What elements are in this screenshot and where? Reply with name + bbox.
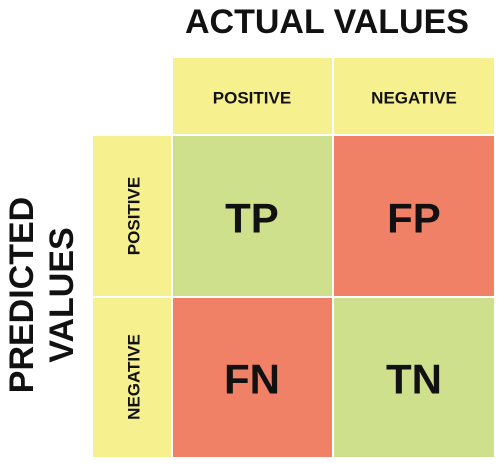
row-label: NEGATIVE [125,334,144,420]
title: ACTUAL VALUES [185,3,469,41]
column-header [332,56,496,136]
cell [171,296,334,459]
column-header [171,56,334,136]
row-header [91,134,173,298]
row-label: POSITIVE [125,177,144,255]
cell-label: FP [387,195,441,242]
column-label: NEGATIVE [371,89,457,108]
cell-label: FN [224,356,280,403]
column-label: POSITIVE [213,89,291,108]
cell-label: TN [386,356,442,403]
row-title: PREDICTED [3,197,41,393]
cell [332,296,496,459]
row-title: VALUES [43,227,81,362]
cell [171,134,334,298]
cell [332,134,496,298]
cell-label: TP [225,195,279,242]
